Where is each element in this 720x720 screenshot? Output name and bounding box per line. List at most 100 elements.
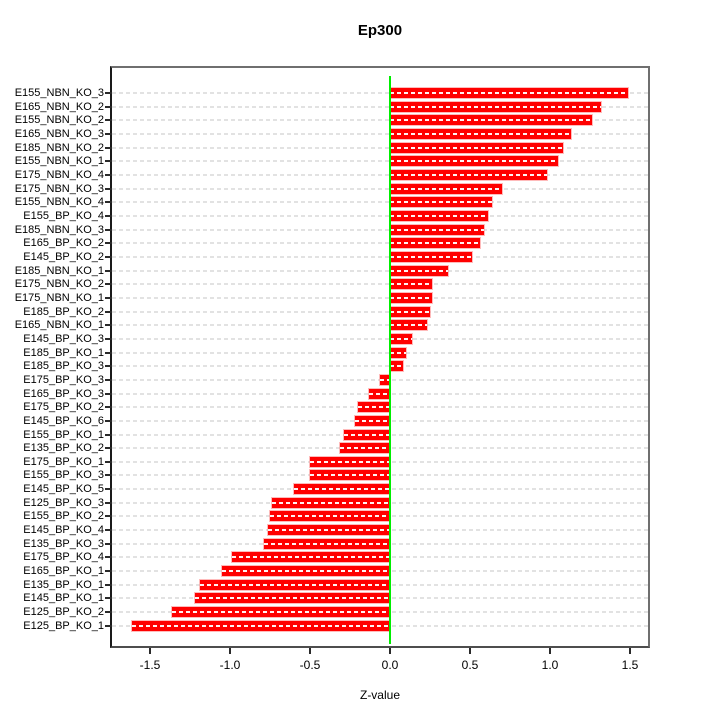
y-axis-tick — [105, 474, 112, 477]
y-axis-tick — [105, 173, 112, 176]
y-axis-label: E175_BP_KO_2 — [23, 401, 104, 414]
bar-E175_BP_KO_2 — [358, 402, 390, 413]
gridline — [112, 324, 648, 327]
bar-E165_BP_KO_2 — [390, 238, 480, 249]
y-axis-tick — [105, 392, 112, 395]
x-axis-tick-label: 0.0 — [381, 658, 399, 672]
y-axis-tick — [105, 351, 112, 354]
y-axis-label: E185_BP_KO_3 — [23, 360, 104, 373]
x-axis-tick — [309, 648, 311, 654]
bar-E145_BP_KO_1 — [194, 593, 391, 604]
bar-E155_NBN_KO_2 — [390, 115, 592, 126]
bar-E185_BP_KO_2 — [390, 306, 430, 317]
bar-E175_BP_KO_1 — [310, 456, 390, 467]
y-axis-tick — [105, 365, 112, 368]
y-axis-label: E155_BP_KO_1 — [23, 428, 104, 441]
y-axis-tick — [105, 296, 112, 299]
bar-E175_NBN_KO_4 — [390, 169, 547, 180]
y-axis-tick — [105, 283, 112, 286]
x-axis-tick-label: 1.5 — [621, 658, 639, 672]
y-axis-label: E185_NBN_KO_2 — [14, 141, 104, 154]
y-axis-label: E175_BP_KO_1 — [23, 455, 104, 468]
y-axis-tick — [105, 556, 112, 559]
gridline — [112, 296, 648, 299]
zero-reference-line — [389, 76, 391, 644]
y-axis-tick — [105, 378, 112, 381]
x-axis-tick — [469, 648, 471, 654]
y-axis-tick — [105, 515, 112, 518]
bar-E145_BP_KO_6 — [354, 415, 391, 426]
bar-E185_BP_KO_1 — [390, 347, 406, 358]
y-axis-label: E165_BP_KO_2 — [23, 237, 104, 250]
x-axis-tick-label: -1.0 — [219, 658, 241, 672]
y-axis-tick — [105, 529, 112, 532]
y-axis-label: E175_NBN_KO_4 — [14, 168, 104, 181]
gridline — [112, 228, 648, 231]
bar-E145_BP_KO_4 — [268, 525, 390, 536]
bar-E155_BP_KO_2 — [270, 511, 390, 522]
y-axis-label: E125_BP_KO_1 — [23, 619, 104, 632]
y-axis-label: E185_NBN_KO_1 — [14, 264, 104, 277]
y-axis-tick — [105, 105, 112, 108]
bar-E145_BP_KO_3 — [390, 333, 413, 344]
bar-E155_NBN_KO_3 — [390, 88, 629, 98]
bar-E165_NBN_KO_1 — [390, 320, 427, 331]
gridline — [112, 146, 648, 149]
y-axis-label: E155_BP_KO_3 — [23, 469, 104, 482]
y-axis-tick — [105, 324, 112, 327]
bar-E145_BP_KO_2 — [390, 251, 472, 262]
y-axis-label: E155_NBN_KO_2 — [14, 114, 104, 127]
y-axis-tick — [105, 460, 112, 463]
bar-E155_BP_KO_4 — [390, 210, 488, 221]
y-axis-tick — [105, 611, 112, 614]
y-axis-tick — [105, 119, 112, 122]
gridline — [112, 269, 648, 272]
y-axis-tick — [105, 310, 112, 313]
y-axis-tick — [105, 228, 112, 231]
bar-E175_NBN_KO_3 — [390, 183, 502, 194]
gridline — [112, 214, 648, 217]
x-axis-tick-label: -0.5 — [299, 658, 321, 672]
bar-E145_BP_KO_5 — [294, 484, 390, 495]
y-axis-label: E155_BP_KO_2 — [23, 510, 104, 523]
gridline — [112, 173, 648, 176]
y-axis-label: E175_NBN_KO_1 — [14, 291, 104, 304]
gridline — [112, 283, 648, 286]
x-axis-title: Z-value — [359, 688, 400, 702]
y-axis-tick — [105, 406, 112, 409]
y-axis-label: E145_BP_KO_6 — [23, 414, 104, 427]
y-axis-label: E175_NBN_KO_2 — [14, 278, 104, 291]
y-axis-tick — [105, 160, 112, 163]
gridline — [112, 378, 648, 381]
gridline — [112, 201, 648, 204]
y-axis-label: E145_BP_KO_5 — [23, 483, 104, 496]
y-axis-tick — [105, 269, 112, 272]
x-axis-tick — [629, 648, 631, 654]
bar-E135_BP_KO_1 — [199, 579, 391, 590]
y-axis-label: E185_BP_KO_1 — [23, 346, 104, 359]
y-axis-label: E165_NBN_KO_3 — [14, 127, 104, 140]
y-axis-tick — [105, 214, 112, 217]
y-axis-tick — [105, 242, 112, 245]
gridline — [112, 160, 648, 163]
bar-E135_BP_KO_3 — [263, 538, 391, 549]
y-axis-tick — [105, 187, 112, 190]
y-axis-label: E135_BP_KO_3 — [23, 537, 104, 550]
bar-E155_NBN_KO_1 — [390, 156, 558, 167]
gridline — [112, 187, 648, 190]
y-axis-label: E165_BP_KO_3 — [23, 387, 104, 400]
y-axis-label: E145_BP_KO_2 — [23, 250, 104, 263]
y-axis-tick — [105, 583, 112, 586]
y-axis-tick — [105, 488, 112, 491]
y-axis-label: E175_BP_KO_3 — [23, 373, 104, 386]
bar-E125_BP_KO_2 — [172, 607, 390, 618]
y-axis-label: E135_BP_KO_2 — [23, 442, 104, 455]
y-axis-tick — [105, 337, 112, 340]
y-axis-label: E165_NBN_KO_2 — [14, 100, 104, 113]
bar-E155_NBN_KO_4 — [390, 197, 493, 208]
bar-E165_NBN_KO_2 — [390, 101, 602, 112]
x-axis-tick — [229, 648, 231, 654]
bar-E175_NBN_KO_2 — [390, 279, 432, 290]
y-axis-tick — [105, 132, 112, 135]
